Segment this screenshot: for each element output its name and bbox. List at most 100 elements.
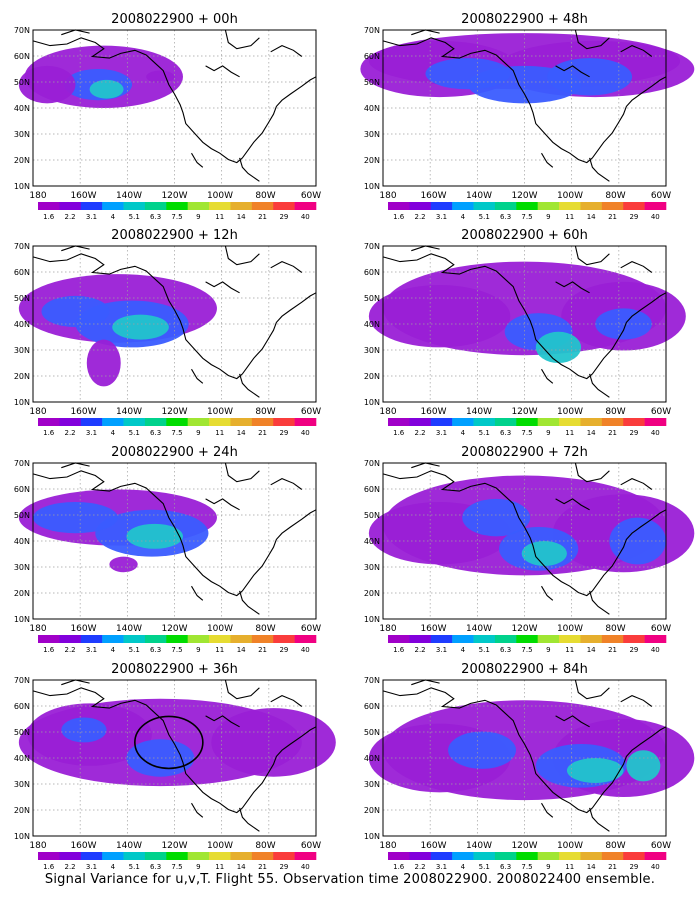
colorbar-label: 21	[608, 213, 617, 221]
colorbar-swatch	[409, 852, 432, 860]
colorbar-swatch	[209, 202, 231, 210]
variance-shading	[448, 731, 517, 769]
colorbar-swatch	[38, 635, 60, 643]
coastline	[382, 37, 667, 164]
colorbar-swatch	[430, 635, 453, 643]
colorbar-swatch	[80, 202, 103, 210]
longitude-tick-label: 160W	[70, 407, 96, 417]
longitude-tick-label: 100W	[557, 841, 583, 851]
colorbar-swatch	[38, 418, 60, 426]
colorbar-label: 21	[608, 863, 617, 871]
coastline	[239, 157, 260, 182]
longitude-tick-label: 160W	[70, 624, 96, 634]
colorbar-label: 11	[565, 429, 574, 437]
colorbar-swatch	[516, 418, 538, 426]
colorbar-swatch	[80, 852, 103, 860]
colorbar-label: 7.5	[171, 213, 182, 221]
colorbar-swatch	[80, 635, 103, 643]
colorbar-label: 1.6	[393, 646, 405, 654]
coastline	[239, 373, 260, 398]
colorbar-swatch	[452, 635, 474, 643]
longitude-tick-label: 180	[379, 407, 396, 417]
latitude-tick-label: 30N	[14, 346, 30, 355]
colorbar-label: 3.1	[436, 429, 447, 437]
colorbar-swatch	[166, 418, 188, 426]
coastline	[270, 694, 303, 707]
latitude-tick-label: 30N	[364, 563, 380, 572]
colorbar-swatch	[430, 852, 453, 860]
latitude-tick-label: 40N	[364, 104, 380, 113]
longitude-tick-label: 180	[29, 624, 46, 634]
colorbar-swatch	[494, 852, 517, 860]
coastline	[541, 368, 554, 384]
colorbar-label: 11	[565, 863, 574, 871]
colorbar-label: 29	[629, 646, 638, 654]
latitude-tick-label: 70N	[364, 242, 380, 251]
latitude-tick-label: 50N	[364, 511, 380, 520]
coastline	[541, 152, 554, 168]
latitude-tick-label: 50N	[14, 294, 30, 303]
colorbar-swatch	[102, 852, 124, 860]
variance-shading	[535, 331, 582, 363]
colorbar-label: 9	[196, 429, 200, 437]
colorbar-label: 9	[546, 213, 550, 221]
colorbar-label: 4	[111, 213, 116, 221]
colorbar-swatch	[388, 635, 410, 643]
coastline	[589, 373, 610, 398]
coastline	[270, 477, 303, 490]
coastline	[541, 802, 554, 818]
colorbar-label: 4	[111, 646, 116, 654]
map-panel: 2008022900 + 72h 70N 60N 50N 40N 30N 20N 10N180…	[364, 445, 695, 654]
variance-shading	[368, 285, 511, 348]
coastline	[555, 281, 590, 294]
colorbar-label: 29	[629, 429, 638, 437]
colorbar-label: 1.6	[43, 646, 55, 654]
map-panel: 2008022900 + 36h 70N 60N 50N 40N 30N 20N 10N180…	[14, 662, 336, 871]
coastline	[382, 687, 667, 814]
coastline	[191, 802, 204, 818]
coastline	[239, 807, 260, 832]
longitude-tick-label: 100W	[207, 624, 233, 634]
colorbar-label: 6.3	[500, 213, 511, 221]
colorbar-label: 2.2	[415, 646, 426, 654]
coastline	[541, 585, 554, 601]
latitude-tick-label: 60N	[364, 268, 380, 277]
longitude-tick-label: 120W	[161, 624, 187, 634]
colorbar-swatch	[187, 418, 210, 426]
colorbar-label: 11	[565, 646, 574, 654]
longitude-tick-label: 80W	[255, 841, 275, 851]
map-frame	[382, 245, 667, 403]
colorbar-label: 3.1	[86, 213, 97, 221]
latitude-tick-label: 30N	[364, 780, 380, 789]
colorbar-swatch	[623, 418, 645, 426]
longitude-tick-label: 80W	[605, 624, 625, 634]
colorbar-label: 11	[565, 213, 574, 221]
colorbar-swatch	[59, 635, 82, 643]
longitude-tick-label: 120W	[511, 407, 537, 417]
colorbar-label: 4	[461, 429, 466, 437]
latitude-tick-label: 10N	[364, 615, 380, 624]
coastline	[205, 715, 240, 728]
latitude-tick-label: 70N	[364, 676, 380, 685]
coastline	[32, 470, 317, 597]
colorbar-label: 3.1	[86, 863, 97, 871]
colorbar-label: 2.2	[415, 213, 426, 221]
coastline	[205, 498, 240, 511]
colorbar-swatch	[251, 852, 274, 860]
colorbar-swatch	[601, 635, 624, 643]
colorbar-swatch	[601, 202, 624, 210]
variance-shading	[32, 501, 118, 534]
longitude-tick-label: 140W	[116, 624, 142, 634]
colorbar-label: 14	[237, 863, 246, 871]
colorbar-swatch	[452, 418, 474, 426]
colorbar-label: 6.3	[150, 429, 161, 437]
colorbar-label: 2.2	[65, 646, 76, 654]
colorbar-swatch	[644, 852, 667, 860]
longitude-tick-label: 180	[379, 841, 396, 851]
colorbar-label: 3.1	[86, 646, 97, 654]
colorbar-label: 14	[237, 646, 246, 654]
latitude-tick-label: 70N	[14, 26, 30, 35]
colorbar-label: 21	[258, 646, 267, 654]
coastline	[224, 462, 260, 483]
